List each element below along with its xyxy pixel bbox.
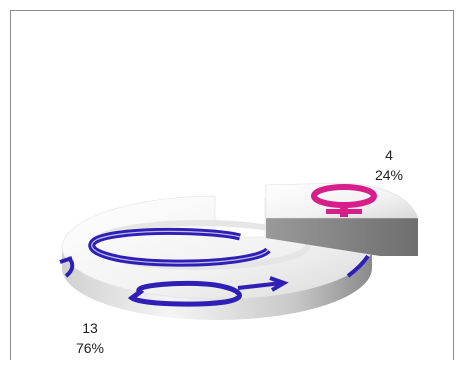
female-symbol-icon	[311, 184, 377, 217]
data-label-female-percent: 24%	[374, 167, 404, 183]
data-label-female-value: 4	[385, 147, 393, 163]
data-label-male: 13 76%	[70, 318, 110, 358]
data-label-male-value: 13	[82, 320, 98, 336]
slice-female	[265, 182, 419, 256]
slice-female-side	[266, 218, 418, 256]
slice-female-top	[265, 182, 419, 219]
data-label-female: 4 24%	[371, 145, 407, 185]
data-label-male-percent: 76%	[75, 340, 105, 356]
male-symbol-side-icon	[127, 280, 242, 307]
